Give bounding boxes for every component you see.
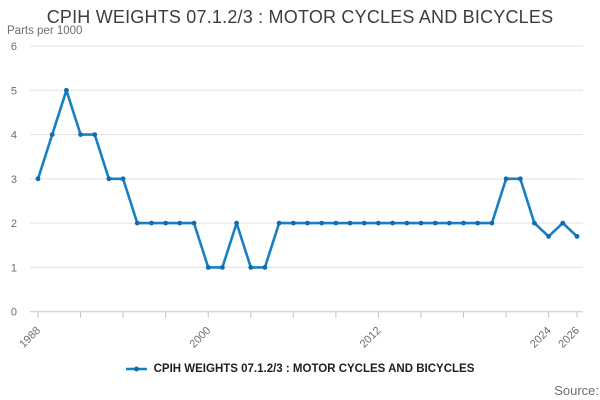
- data-point-marker: [446, 220, 452, 226]
- data-point-marker: [290, 220, 296, 226]
- line-chart-plot-area[interactable]: 0 1 2 3 4 5 6 1988 2000 2012 2024 2026: [0, 0, 600, 358]
- source-label: Source:: [554, 383, 599, 398]
- legend-line-marker-icon: [125, 366, 147, 372]
- data-point-marker: [234, 220, 240, 226]
- data-point-marker: [177, 220, 183, 226]
- data-point-marker: [319, 220, 325, 226]
- data-point-marker: [35, 176, 41, 182]
- data-point-marker: [106, 176, 112, 182]
- y-axis-tick-label: 0: [11, 307, 17, 319]
- data-point-marker: [333, 220, 339, 226]
- data-point-marker: [489, 220, 495, 226]
- data-point-marker: [560, 220, 566, 226]
- data-point-marker: [418, 220, 424, 226]
- data-point-marker: [92, 132, 98, 138]
- y-axis-tick-label: 5: [11, 85, 17, 97]
- data-point-marker: [49, 132, 55, 138]
- x-axis-tick-label: 2026: [556, 325, 582, 351]
- legend-label: CPIH WEIGHTS 07.1.2/3 : MOTOR CYCLES AND…: [153, 363, 475, 375]
- data-point-marker: [390, 220, 395, 226]
- data-point-marker: [546, 234, 551, 239]
- data-point-marker: [120, 176, 126, 182]
- y-axis-units-label: Parts per 1000: [7, 25, 83, 37]
- data-point-marker: [532, 220, 537, 226]
- data-point-marker: [574, 234, 580, 239]
- y-axis-tick-label: 2: [11, 218, 17, 230]
- data-point-marker: [78, 132, 83, 138]
- data-point-marker: [376, 220, 381, 226]
- data-point-marker: [305, 220, 310, 226]
- data-point-marker: [404, 220, 410, 226]
- data-point-marker: [134, 220, 140, 226]
- data-point-marker: [163, 220, 169, 226]
- x-axis-tick-label: 2000: [188, 325, 214, 351]
- data-point-marker: [262, 265, 268, 270]
- data-point-marker: [191, 220, 197, 226]
- data-point-marker: [276, 220, 282, 226]
- data-point-marker: [248, 265, 254, 270]
- data-point-marker: [64, 87, 69, 93]
- data-point-marker: [149, 220, 154, 226]
- data-point-marker: [475, 220, 481, 226]
- chart-title: CPIH WEIGHTS 07.1.2/3 : MOTOR CYCLES AND…: [46, 7, 554, 27]
- data-point-marker: [461, 220, 466, 226]
- x-axis-tick-label: 1988: [17, 325, 43, 351]
- legend-item[interactable]: CPIH WEIGHTS 07.1.2/3 : MOTOR CYCLES AND…: [125, 363, 475, 375]
- y-axis-tick-label: 4: [11, 130, 17, 142]
- data-point-marker: [432, 220, 438, 226]
- data-point-marker: [361, 220, 367, 226]
- y-axis-tick-label: 3: [11, 174, 17, 186]
- data-point-marker: [347, 220, 353, 226]
- legend: CPIH WEIGHTS 07.1.2/3 : MOTOR CYCLES AND…: [0, 363, 600, 375]
- data-point-marker: [205, 265, 211, 270]
- data-point-marker: [503, 176, 509, 182]
- y-axis-tick-label: 6: [11, 41, 17, 53]
- x-axis-tick-label: 2024: [528, 325, 554, 351]
- y-axis-tick-label: 1: [11, 262, 17, 274]
- data-point-marker: [220, 265, 225, 270]
- data-point-marker: [517, 176, 523, 182]
- x-axis-tick-label: 2012: [358, 325, 384, 351]
